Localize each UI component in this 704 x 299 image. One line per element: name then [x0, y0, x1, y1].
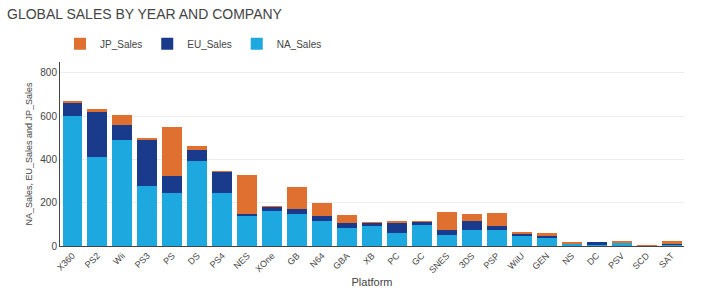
svg-text:SNES: SNES: [427, 251, 451, 275]
svg-text:DC: DC: [585, 250, 602, 267]
svg-text:200: 200: [40, 197, 57, 208]
svg-text:PS: PS: [161, 251, 177, 267]
svg-text:0: 0: [51, 241, 57, 252]
svg-text:NA_Sales: NA_Sales: [277, 39, 321, 50]
svg-text:Wii: Wii: [111, 251, 127, 267]
svg-text:X360: X360: [55, 251, 77, 273]
svg-text:NES: NES: [232, 251, 252, 271]
svg-text:GEN: GEN: [530, 251, 551, 272]
svg-text:EU_Sales: EU_Sales: [187, 39, 231, 50]
svg-text:XOne: XOne: [253, 251, 276, 274]
svg-text:GLOBAL SALES BY YEAR AND COMPA: GLOBAL SALES BY YEAR AND COMPANY: [7, 6, 283, 22]
svg-text:DS: DS: [186, 251, 202, 267]
svg-text:600: 600: [40, 111, 57, 122]
svg-text:PC: PC: [386, 250, 402, 266]
svg-text:3DS: 3DS: [457, 251, 476, 270]
svg-text:Platform: Platform: [352, 276, 393, 288]
svg-text:PS3: PS3: [133, 251, 152, 270]
svg-text:N64: N64: [308, 251, 327, 270]
svg-text:800: 800: [40, 67, 57, 78]
svg-text:400: 400: [40, 154, 57, 165]
svg-text:PSP: PSP: [482, 251, 502, 271]
svg-text:SCD: SCD: [631, 250, 652, 271]
svg-text:NS: NS: [560, 251, 576, 267]
svg-text:GBA: GBA: [331, 251, 352, 272]
svg-text:GB: GB: [285, 251, 301, 267]
svg-text:PS4: PS4: [208, 251, 227, 270]
svg-text:PS2: PS2: [83, 251, 102, 270]
svg-text:JP_Sales: JP_Sales: [100, 39, 142, 50]
svg-text:GC: GC: [410, 250, 427, 267]
svg-text:WiiU: WiiU: [506, 251, 527, 272]
svg-text:SAT: SAT: [657, 250, 676, 269]
svg-text:NA_Sales, EU_Sales and JP_Sale: NA_Sales, EU_Sales and JP_Sales: [24, 82, 34, 226]
svg-text:PSV: PSV: [606, 251, 626, 271]
svg-text:XB: XB: [361, 251, 377, 267]
